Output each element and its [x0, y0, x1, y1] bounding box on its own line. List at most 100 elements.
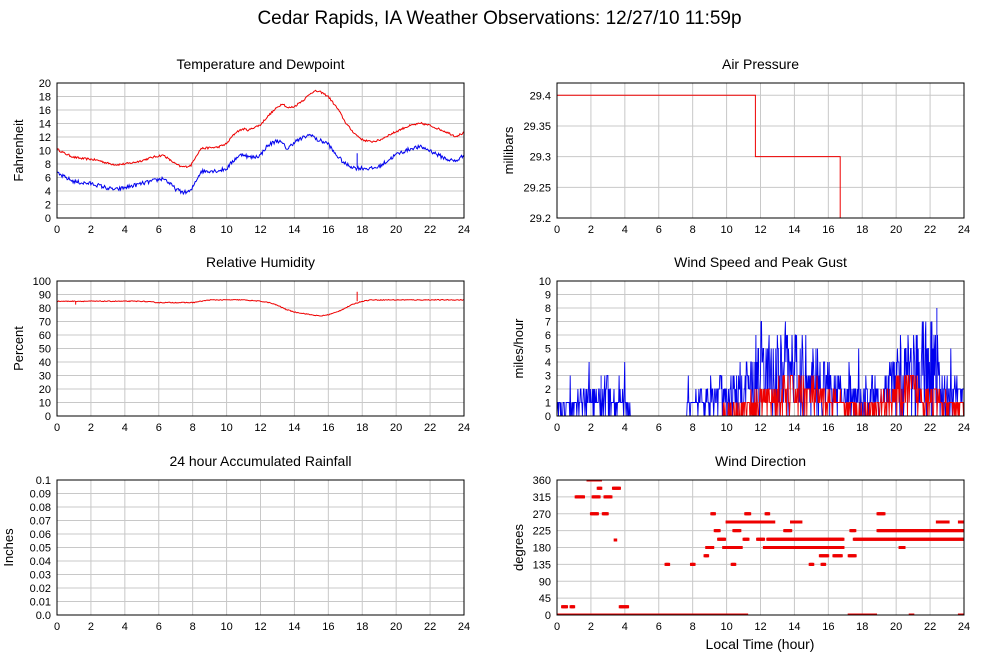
temperature-y-tick-label: 0: [45, 213, 51, 225]
humidity-x-tick-label: 10: [220, 422, 232, 434]
pressure-x-tick-label: 22: [924, 224, 936, 236]
temperature-x-tick-label: 22: [424, 224, 436, 236]
temperature-y-tick-label: 18: [39, 92, 51, 104]
page-title: Cedar Rapids, IA Weather Observations: 1…: [257, 8, 742, 29]
wind-speed-x-tick-label: 18: [856, 422, 868, 434]
rainfall-y-tick-label: 0.02: [30, 583, 51, 595]
wind-direction-point: [582, 495, 585, 499]
rainfall-x-tick-label: 12: [254, 621, 266, 633]
pressure-title: Air Pressure: [722, 56, 799, 72]
wind-direction-y-tick-label: 315: [533, 492, 551, 504]
wind-direction-point: [790, 529, 793, 533]
pressure-x-tick-label: 14: [788, 224, 800, 236]
wind-direction-point: [800, 520, 803, 524]
wind-speed-y-tick-label: 5: [545, 344, 551, 356]
humidity-frame: [56, 280, 465, 417]
humidity-y-tick-label: 10: [39, 398, 51, 410]
pressure-x-tick-label: 8: [690, 224, 696, 236]
rainfall-x-tick-label: 18: [356, 621, 368, 633]
wind-direction-x-tick-label: 14: [788, 621, 800, 633]
wind-direction-x-tick-label: 12: [754, 621, 766, 633]
wind-speed-title: Wind Speed and Peak Gust: [674, 254, 847, 270]
humidity-y-tick-label: 70: [39, 317, 51, 329]
pressure-y-axis-label: millibars: [501, 126, 516, 174]
wind-direction-point: [572, 605, 576, 609]
wind-direction-point: [962, 537, 964, 541]
wind-speed-y-tick-label: 1: [545, 398, 551, 410]
wind-direction-x-tick-label: 4: [622, 621, 628, 633]
temperature-x-tick-label: 0: [54, 224, 60, 236]
humidity-x-tick-label: 12: [254, 422, 266, 434]
wind-direction-y-tick-label: 270: [533, 509, 551, 521]
wind-direction-x-tick-label: 0: [554, 621, 560, 633]
humidity-title: Relative Humidity: [206, 254, 315, 270]
wind-direction-y-tick-label: 225: [533, 526, 551, 538]
wind-direction-point: [767, 512, 771, 516]
wind-speed-x-tick-label: 4: [622, 422, 628, 434]
wind-direction-point: [596, 512, 599, 516]
pressure-x-tick-label: 2: [588, 224, 594, 236]
wind-direction-point: [667, 562, 671, 566]
pressure-x-tick-label: 4: [622, 224, 628, 236]
wind-direction-point: [903, 546, 906, 549]
wind-direction-point: [610, 495, 613, 499]
temperature-title: Temperature and Dewpoint: [176, 56, 344, 72]
wind-direction-point: [823, 562, 827, 566]
wind-direction-x-tick-label: 16: [822, 621, 834, 633]
wind-direction-point: [842, 537, 845, 541]
wind-direction-y-tick-label: 0: [545, 610, 551, 622]
temperature-series-1: [57, 133, 464, 196]
rainfall-x-tick-label: 0: [54, 621, 60, 633]
wind-direction-point: [706, 554, 710, 558]
temperature-series-0: [57, 89, 464, 169]
wind-speed-x-tick-label: 16: [822, 422, 834, 434]
pressure-x-tick-label: 16: [822, 224, 834, 236]
wind-direction-y-tick-label: 360: [533, 475, 551, 487]
humidity-x-tick-label: 4: [122, 422, 128, 434]
temperature-y-tick-label: 20: [39, 78, 51, 90]
humidity-y-tick-label: 40: [39, 357, 51, 369]
humidity-y-tick-label: 80: [39, 303, 51, 315]
temperature-x-tick-label: 18: [356, 224, 368, 236]
wind-speed-y-tick-label: 8: [545, 303, 551, 315]
wind-speed-y-tick-label: 3: [545, 371, 551, 383]
rainfall-x-tick-label: 2: [88, 621, 94, 633]
wind-direction-point: [618, 486, 621, 490]
temperature-x-tick-label: 10: [220, 224, 232, 236]
rainfall-x-tick-label: 22: [424, 621, 436, 633]
pressure-y-tick-label: 29.4: [530, 90, 551, 102]
wind-speed-x-tick-label: 20: [890, 422, 902, 434]
wind-direction-point: [712, 546, 715, 549]
humidity-y-tick-label: 90: [39, 290, 51, 302]
wind-direction-point: [747, 537, 750, 541]
humidity-x-tick-label: 16: [322, 422, 334, 434]
humidity-x-tick-label: 22: [424, 422, 436, 434]
wind-direction-point: [826, 554, 830, 558]
temperature-y-tick-label: 8: [45, 159, 51, 171]
temperature-x-tick-label: 6: [156, 224, 162, 236]
wind-direction-point: [883, 512, 886, 516]
wind-speed-data: [557, 308, 964, 416]
humidity-y-tick-label: 50: [39, 344, 51, 356]
rainfall-y-tick-label: 0.1: [36, 475, 51, 487]
pressure-y-tick-label: 29.25: [523, 182, 551, 194]
wind-speed-y-tick-label: 7: [545, 317, 551, 329]
rainfall-y-axis-label: Inches: [1, 528, 16, 567]
wind-direction-x-tick-label: 22: [924, 621, 936, 633]
temperature-x-tick-label: 16: [322, 224, 334, 236]
pressure-x-tick-label: 6: [656, 224, 662, 236]
wind-direction-point: [565, 605, 569, 609]
wind-direction-point: [615, 538, 618, 542]
rainfall-y-tick-label: 0.07: [30, 516, 51, 528]
humidity-x-tick-label: 0: [54, 422, 60, 434]
rainfall-x-tick-label: 16: [322, 621, 334, 633]
rainfall-x-tick-label: 20: [390, 621, 402, 633]
wind-direction-point: [773, 520, 776, 524]
rainfall-y-tick-label: 0.08: [30, 502, 51, 514]
rainfall-frame: [56, 479, 465, 616]
humidity-x-tick-label: 18: [356, 422, 368, 434]
wind-direction-point: [739, 529, 742, 533]
